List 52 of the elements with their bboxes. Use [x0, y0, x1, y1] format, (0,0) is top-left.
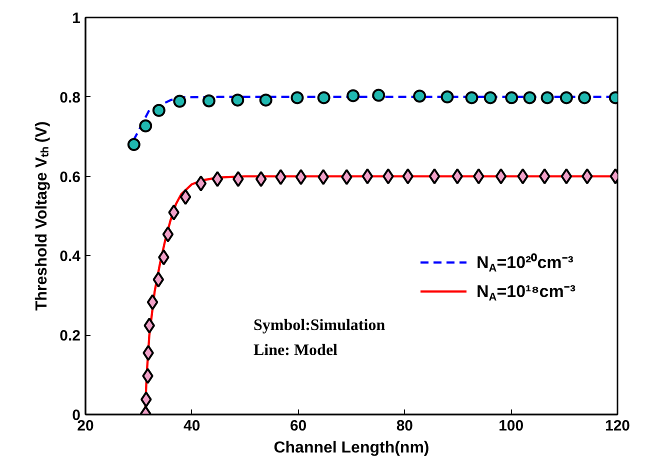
y-tick-label: 0.4	[60, 248, 82, 266]
point	[523, 91, 536, 104]
point	[152, 272, 164, 288]
point	[127, 138, 140, 152]
point	[484, 91, 497, 104]
point	[139, 119, 152, 132]
point	[440, 90, 454, 104]
y-tick-label: 0.2	[60, 328, 81, 345]
point	[465, 91, 478, 104]
y-tick-label: 1	[72, 10, 80, 27]
point	[162, 226, 174, 242]
x-axis-title: Channel Length(nm)	[274, 440, 430, 456]
point	[195, 175, 207, 192]
point	[212, 171, 224, 188]
point	[472, 168, 484, 184]
annotation: Line: Model	[254, 342, 338, 359]
point	[144, 318, 156, 334]
x-tick-label: 80	[396, 418, 414, 434]
y-tick-label: 0.6	[60, 168, 81, 186]
point	[180, 188, 192, 205]
point	[140, 391, 152, 408]
point	[505, 91, 518, 104]
x-tick-label: 60	[290, 418, 307, 434]
point	[259, 94, 272, 107]
point	[173, 94, 186, 108]
point	[346, 89, 360, 102]
y-tick-label: 0.8	[60, 89, 81, 106]
y-axis-title: Threshold Voltage Vₜₕ (V)	[34, 121, 51, 311]
point	[152, 104, 166, 117]
point	[317, 91, 330, 104]
point	[560, 91, 573, 104]
point	[578, 91, 592, 104]
point	[362, 168, 374, 184]
point	[146, 294, 158, 310]
point	[372, 88, 386, 102]
x-tick-label: 40	[184, 418, 200, 434]
point	[428, 168, 440, 184]
point	[402, 168, 414, 184]
point	[495, 168, 507, 184]
point	[538, 168, 550, 184]
point	[295, 169, 307, 186]
point	[202, 94, 216, 108]
point	[413, 90, 426, 103]
point	[290, 91, 304, 104]
point	[255, 171, 267, 188]
point	[231, 94, 244, 107]
point	[560, 168, 572, 184]
x-tick-label: 100	[498, 418, 524, 434]
point	[540, 91, 554, 104]
point	[452, 168, 464, 184]
x-tick-label: 120	[604, 418, 630, 434]
annotation: Symbol:Simulation	[254, 317, 386, 334]
